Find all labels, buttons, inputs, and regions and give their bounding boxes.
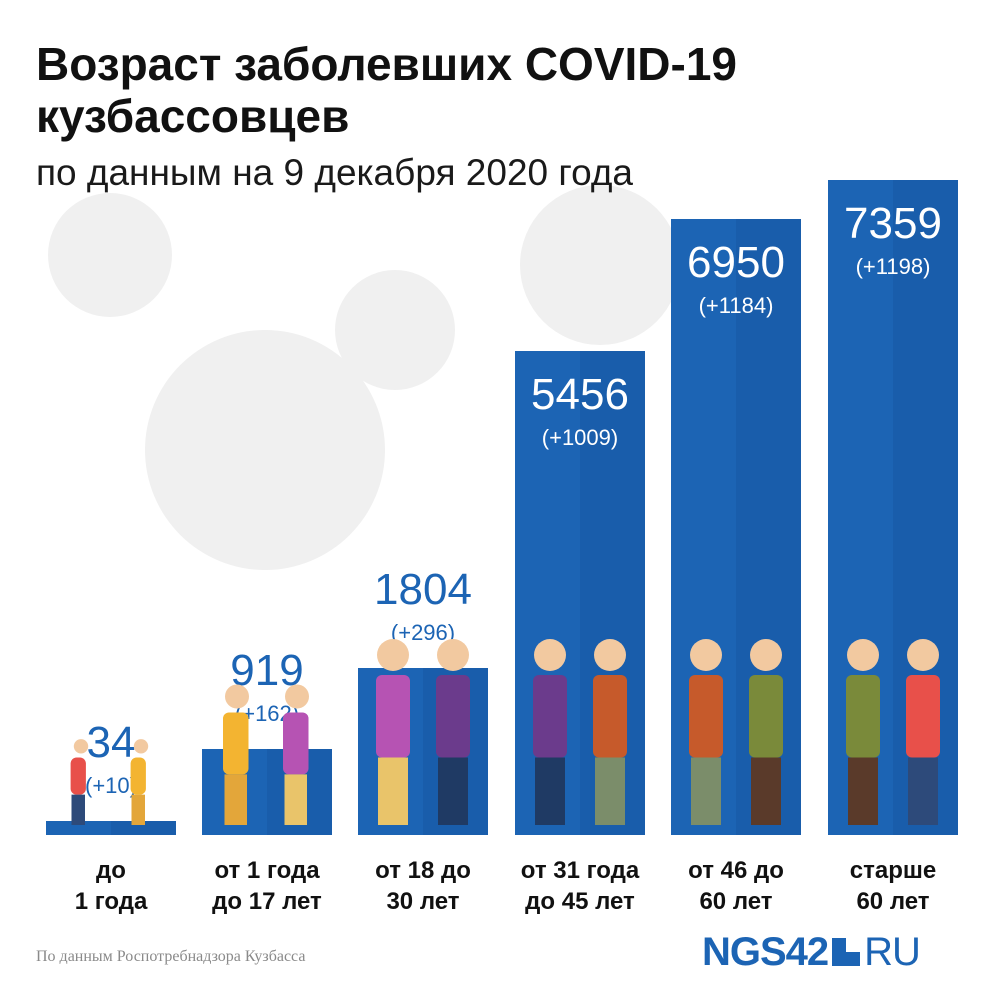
chart-title: Возраст заболевших COVID-19 кузбассовцев: [36, 38, 737, 142]
logo-main: NGS42: [702, 929, 829, 974]
person-body-1-0: [223, 712, 249, 775]
person-head-3-1: [594, 639, 626, 671]
person-body-5-0: [846, 675, 880, 758]
person-head-3-0: [534, 639, 566, 671]
delta-label-0: (+10): [85, 773, 137, 798]
person-body-3-0: [533, 675, 567, 758]
person-head-0-1: [133, 739, 149, 754]
category-label-3-line2: до 45 лет: [525, 888, 635, 915]
person-body-2-1: [436, 675, 470, 758]
person-body-0-0: [70, 757, 86, 795]
person-body-4-1: [749, 675, 783, 758]
category-label-5-line2: 60 лет: [856, 888, 929, 915]
logo-suffix: RU: [864, 929, 921, 974]
category-label-5-line1: старше: [850, 857, 936, 884]
person-body-5-1: [906, 675, 940, 758]
person-legs-2-0: [378, 757, 408, 825]
person-head-2-1: [437, 639, 469, 671]
category-label-4-line1: от 46 до: [688, 857, 784, 884]
person-legs-0-1: [131, 794, 145, 825]
person-legs-4-1: [751, 757, 781, 825]
category-label-3-line1: от 31 года: [521, 857, 640, 884]
delta-label-3: (+1009): [542, 425, 618, 450]
person-body-0-1: [130, 757, 146, 795]
value-label-0: 34: [87, 718, 136, 767]
value-label-2: 1804: [374, 565, 472, 614]
person-head-4-0: [690, 639, 722, 671]
delta-label-4: (+1184): [699, 293, 774, 318]
person-legs-3-1: [595, 757, 625, 825]
person-head-1-1: [285, 684, 309, 709]
category-label-1-line1: от 1 года: [214, 857, 320, 884]
category-label-1-line2: до 17 лет: [212, 888, 322, 915]
category-label-2-line2: 30 лет: [386, 888, 459, 915]
person-legs-1-0: [224, 774, 247, 825]
person-body-4-0: [689, 675, 723, 758]
logo-square-icon: [832, 938, 861, 966]
value-label-5: 7359: [844, 199, 942, 248]
person-legs-2-1: [438, 757, 468, 825]
bar-shade-0: [111, 821, 176, 835]
person-legs-0-0: [71, 794, 85, 825]
category-label-4-line2: 60 лет: [699, 888, 772, 915]
value-label-4: 6950: [687, 238, 785, 287]
person-body-3-1: [593, 675, 627, 758]
person-head-0-0: [73, 739, 89, 754]
person-legs-3-0: [535, 757, 565, 825]
chart-subtitle: по данным на 9 декабря 2020 года: [36, 152, 634, 193]
person-legs-5-1: [908, 757, 938, 825]
category-label-2-line1: от 18 до: [375, 857, 471, 884]
person-head-1-0: [225, 684, 249, 709]
person-head-5-0: [847, 639, 879, 671]
person-head-4-1: [750, 639, 782, 671]
delta-label-5: (+1198): [856, 254, 931, 279]
person-legs-5-0: [848, 757, 878, 825]
person-head-5-1: [907, 639, 939, 671]
source-note: По данным Роспотребнадзора Кузбасса: [36, 948, 306, 965]
delta-label-2: (+296): [391, 620, 455, 645]
ngs42-logo[interactable]: NGS42 RU: [702, 929, 921, 974]
category-label-0-line2: 1 года: [75, 888, 148, 915]
person-head-2-0: [377, 639, 409, 671]
person-legs-1-1: [284, 774, 307, 825]
person-legs-4-0: [691, 757, 721, 825]
person-body-2-0: [376, 675, 410, 758]
person-body-1-1: [283, 712, 309, 775]
category-label-0-line1: до: [96, 857, 126, 884]
virus-icon: [48, 185, 680, 570]
value-label-3: 5456: [531, 370, 629, 419]
